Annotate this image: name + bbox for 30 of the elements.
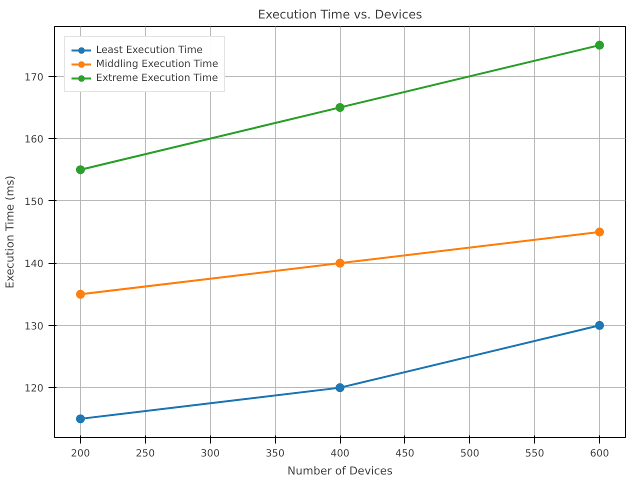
y-axis-title: Execution Time (ms) bbox=[3, 176, 16, 288]
x-tick-label: 200 bbox=[70, 448, 90, 460]
y-tick-label: 170 bbox=[24, 72, 44, 84]
legend-label: Least Execution Time bbox=[96, 44, 203, 57]
legend-label: Middling Execution Time bbox=[96, 58, 218, 71]
x-tick-label: 250 bbox=[136, 448, 155, 460]
y-tick-label: 140 bbox=[24, 259, 44, 270]
point bbox=[595, 228, 604, 236]
x-tick-label: 500 bbox=[460, 448, 480, 460]
y-tick-label: 160 bbox=[24, 134, 44, 146]
point bbox=[336, 383, 344, 392]
chart-title: Execution Time vs. Devices bbox=[258, 8, 422, 22]
x-tick-label: 450 bbox=[395, 448, 414, 460]
x-tick-label: 400 bbox=[330, 448, 350, 460]
point bbox=[595, 320, 604, 330]
x-tick-label: 550 bbox=[525, 448, 544, 460]
legend-label: Extreme Execution Time bbox=[96, 72, 218, 85]
x-tick-label: 600 bbox=[590, 448, 610, 460]
point bbox=[595, 40, 604, 50]
x-tick-label: 300 bbox=[200, 448, 220, 460]
y-tick-label: 150 bbox=[24, 196, 44, 208]
point bbox=[336, 102, 344, 112]
point bbox=[76, 290, 85, 299]
y-tick-label: 120 bbox=[24, 384, 44, 395]
x-tick-label: 350 bbox=[266, 448, 285, 460]
point bbox=[76, 165, 85, 174]
point bbox=[336, 258, 344, 268]
y-tick-label: 130 bbox=[24, 321, 44, 332]
point bbox=[76, 414, 85, 424]
x-axis-title: Number of Devices bbox=[287, 464, 393, 478]
